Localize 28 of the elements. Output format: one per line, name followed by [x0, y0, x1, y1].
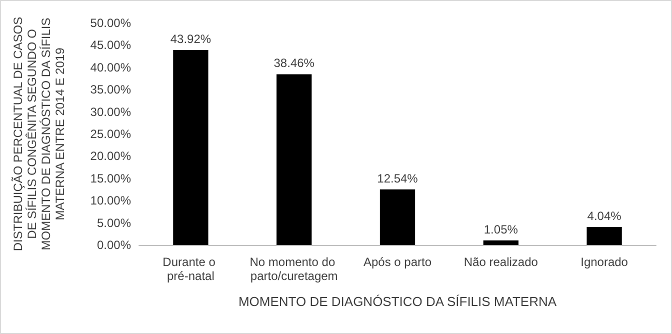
y-tick-label: 50.00% [90, 16, 132, 30]
y-tick-label: 10.00% [90, 194, 132, 208]
y-tick-label: 5.00% [96, 216, 132, 230]
data-label: 4.04% [587, 209, 622, 224]
y-tick-label: 15.00% [90, 171, 132, 186]
bar [276, 74, 312, 245]
y-tick-label: 30.00% [90, 104, 132, 119]
bar [173, 50, 208, 245]
x-tick-label: Após o parto [363, 255, 432, 269]
y-tick-label: 45.00% [90, 38, 132, 52]
data-label: 1.05% [484, 222, 518, 236]
x-tick-label: Não realizado [464, 255, 538, 269]
bar [586, 227, 622, 245]
bar [380, 189, 416, 245]
y-tick-label: 0.00% [96, 238, 132, 252]
x-tick-label: No momento do parto/curetagem [250, 255, 338, 283]
y-tick-label: 20.00% [90, 149, 132, 164]
bar [483, 240, 518, 245]
x-tick-label: Ignorado [580, 255, 628, 269]
data-label: 12.54% [377, 171, 418, 186]
data-label: 43.92% [170, 32, 212, 46]
y-axis-title: DISTRIBUIÇÃO PERCENTUAL DE CASOS DE SÍFILIS CONGÊNITA SEGUNDO O MOMENTO DE DIAGNÓSTICO DA SÍFILIS MATERNA ENTRE 2014 E 2019 [11, 16, 67, 252]
x-tick-label: Durante o pré-natal [162, 255, 219, 283]
y-tick-label: 40.00% [90, 60, 132, 74]
y-tick-label: 25.00% [90, 127, 132, 141]
y-tick-label: 35.00% [90, 82, 132, 97]
x-axis-title: MOMENTO DE DIAGNÓSTICO DA SÍFILIS MATERNA [238, 294, 557, 309]
data-label: 38.46% [274, 56, 315, 70]
